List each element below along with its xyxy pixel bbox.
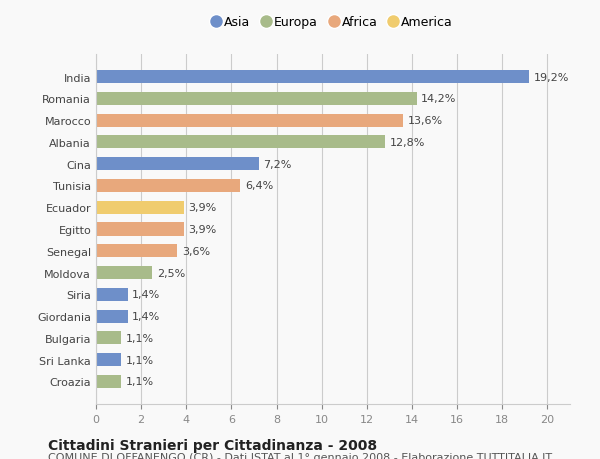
Bar [96,245,177,258]
Text: 3,6%: 3,6% [182,246,210,256]
Bar [96,93,416,106]
Bar [96,158,259,171]
Bar [96,331,121,345]
Text: 14,2%: 14,2% [421,94,457,104]
Text: 1,4%: 1,4% [132,311,160,321]
Text: 2,5%: 2,5% [157,268,185,278]
Bar [96,201,184,214]
Text: 1,1%: 1,1% [125,376,154,386]
Text: 12,8%: 12,8% [389,138,425,148]
Bar [96,353,121,366]
Bar [96,114,403,128]
Bar [96,223,184,236]
Bar [96,179,241,193]
Text: 1,1%: 1,1% [125,333,154,343]
Bar [96,136,385,149]
Bar [96,71,529,84]
Bar [96,375,121,388]
Legend: Asia, Europa, Africa, America: Asia, Europa, Africa, America [213,16,453,29]
Text: 13,6%: 13,6% [407,116,443,126]
Bar [96,288,128,301]
Text: 7,2%: 7,2% [263,159,292,169]
Text: COMUNE DI OFFANENGO (CR) - Dati ISTAT al 1° gennaio 2008 - Elaborazione TUTTITAL: COMUNE DI OFFANENGO (CR) - Dati ISTAT al… [48,452,552,459]
Text: 1,1%: 1,1% [125,355,154,365]
Text: 6,4%: 6,4% [245,181,273,191]
Bar [96,310,128,323]
Text: Cittadini Stranieri per Cittadinanza - 2008: Cittadini Stranieri per Cittadinanza - 2… [48,438,377,452]
Bar [96,266,152,280]
Text: 1,4%: 1,4% [132,290,160,300]
Text: 3,9%: 3,9% [188,203,217,213]
Text: 19,2%: 19,2% [534,73,569,83]
Text: 3,9%: 3,9% [188,224,217,235]
